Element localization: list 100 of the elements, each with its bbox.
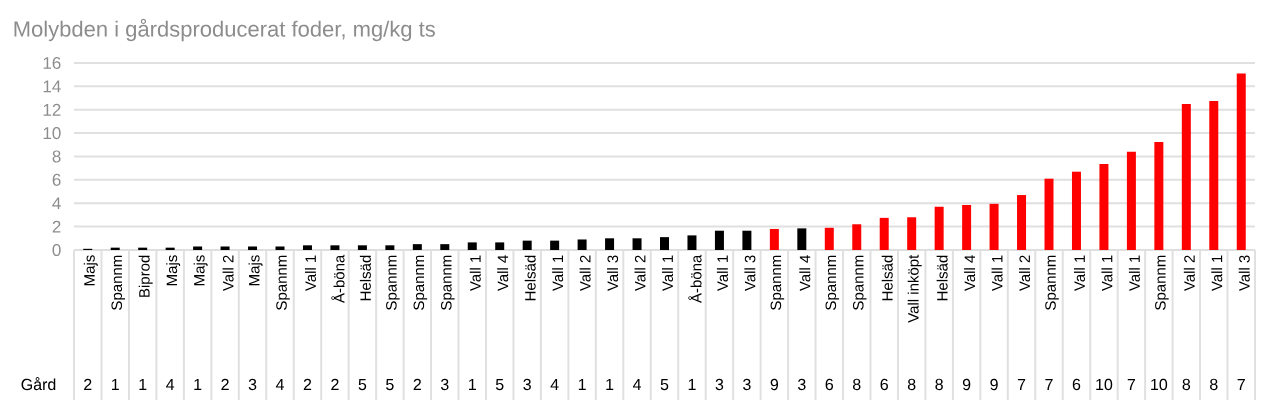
- bar: [797, 228, 807, 250]
- bar: [467, 242, 477, 250]
- y-tick-label: 0: [52, 243, 61, 257]
- y-tick-label: 6: [52, 173, 61, 186]
- bar: [1017, 195, 1027, 250]
- text: 6: [825, 378, 834, 391]
- x-tick-label: Vall 2: [1019, 255, 1031, 292]
- x-tick-label: Vall 4: [964, 255, 976, 292]
- x-tick-label: Å-böna: [331, 254, 345, 304]
- text: 6: [880, 378, 888, 391]
- x-tick-label: Å-böna: [688, 254, 702, 304]
- text: 4: [550, 378, 559, 390]
- text: 7: [1017, 378, 1026, 390]
- text: 5: [386, 378, 394, 391]
- text: 7: [1127, 378, 1136, 390]
- text: 1: [194, 378, 202, 390]
- bar: [495, 242, 505, 250]
- x-tick-label: Spannm: [1155, 255, 1169, 310]
- bar: [385, 245, 395, 250]
- text: 8: [852, 378, 861, 391]
- bar: [1099, 164, 1109, 250]
- bar: [632, 238, 642, 250]
- text: 1: [139, 378, 147, 390]
- text: 3: [797, 378, 806, 391]
- bar: [660, 237, 669, 250]
- text: 9: [990, 378, 998, 391]
- x-tick-label: Helsäd: [936, 255, 948, 301]
- x-tick-label: Vall 4: [799, 255, 811, 292]
- bar: [275, 246, 285, 250]
- bar: [357, 245, 367, 250]
- x-tick-label: Spannm: [386, 255, 400, 310]
- bar: [605, 238, 615, 250]
- bar: [440, 244, 450, 250]
- bar: [1154, 141, 1164, 250]
- x-tick-label: Spannm: [276, 255, 290, 310]
- text: 8: [935, 378, 943, 391]
- chart-title: Molybden i gårdsproducerat foder, mg/kg ts: [14, 18, 435, 42]
- x-tick-label: Vall 1: [1211, 255, 1223, 292]
- text: 1: [111, 378, 119, 390]
- bar: [248, 246, 258, 250]
- text: 8: [907, 378, 916, 391]
- x-tick-label: Vall 1: [991, 255, 1003, 292]
- text: 2: [221, 378, 229, 390]
- bar: [907, 217, 917, 250]
- text: 5: [660, 378, 669, 391]
- text: 2: [331, 378, 339, 390]
- text: Gård: [21, 377, 56, 391]
- text: 5: [495, 378, 504, 391]
- bar: [1071, 171, 1081, 250]
- text: 1: [688, 378, 696, 390]
- x-tick-label: Spannm: [770, 255, 785, 310]
- bar: [824, 227, 834, 250]
- x-tick-label: Spannm: [852, 255, 867, 310]
- x-tick-label: Vall 1: [552, 255, 564, 292]
- bar: [330, 245, 340, 250]
- x-tick-label: Spannm: [440, 255, 455, 310]
- x-tick-label: Spannm: [825, 255, 840, 310]
- text: 3: [523, 378, 531, 391]
- text: 1: [606, 378, 614, 390]
- x-tick-label: Vall 2: [579, 255, 591, 292]
- x-tick-label: Vall 1: [1128, 255, 1140, 292]
- bar: [193, 246, 203, 250]
- x-tick-label: Spannm: [1045, 255, 1059, 310]
- x-tick-label: Helsäd: [359, 255, 371, 301]
- text: 1: [469, 378, 476, 390]
- x-tick-label: Majs: [193, 255, 208, 286]
- x-tick-label: Biprod: [138, 255, 153, 297]
- x-tick-label: Vall 1: [661, 255, 674, 292]
- bar: [742, 230, 752, 250]
- bar: [1044, 178, 1054, 250]
- bar: [879, 217, 889, 250]
- text: 9: [962, 378, 971, 391]
- text: 7: [1045, 378, 1053, 390]
- x-tick-label: Vall 3: [607, 255, 619, 292]
- bar: [220, 246, 230, 250]
- text: 5: [358, 378, 367, 391]
- bar: [412, 244, 422, 250]
- x-tick-label: Vall 1: [1101, 255, 1113, 292]
- x-tick-label: Vall 1: [469, 255, 481, 292]
- bar: [687, 235, 697, 250]
- y-tick-label: 2: [52, 220, 61, 233]
- text: 4: [166, 378, 175, 390]
- bar: [769, 228, 779, 250]
- bar: [962, 205, 972, 250]
- x-tick-label: Vall inköpt: [907, 254, 922, 323]
- text: 2: [84, 378, 92, 390]
- text: 10: [1151, 378, 1168, 391]
- y-tick-label: 16: [43, 56, 61, 70]
- y-tick-label: 12: [43, 103, 61, 116]
- bar: [1209, 100, 1219, 250]
- text: 10: [1096, 378, 1113, 391]
- x-tick-label: Helsäd: [881, 255, 893, 301]
- text: 3: [715, 378, 724, 391]
- bar: [522, 240, 532, 250]
- y-tick-label: 8: [52, 150, 61, 163]
- x-tick-label: Vall 2: [222, 255, 234, 292]
- text: 6: [1072, 378, 1081, 391]
- x-tick-label: Vall 1: [716, 255, 728, 292]
- text: 8: [1182, 378, 1191, 391]
- x-tick-label: Vall 1: [304, 255, 316, 292]
